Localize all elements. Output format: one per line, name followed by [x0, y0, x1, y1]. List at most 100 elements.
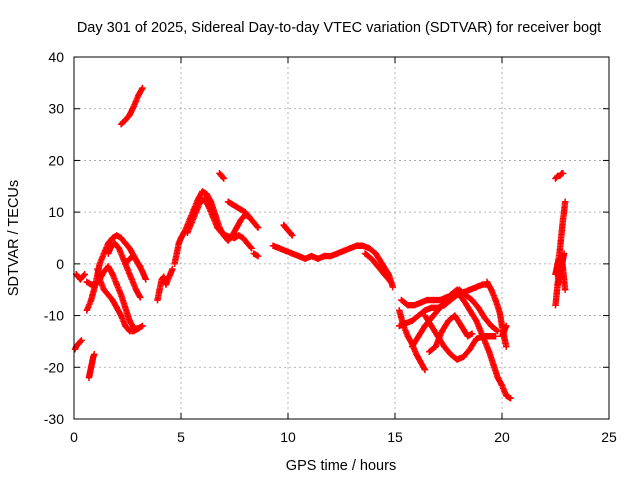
data-point — [122, 260, 129, 268]
data-point — [500, 327, 508, 335]
data-point — [473, 335, 480, 343]
data-point — [466, 286, 474, 293]
data-point — [359, 242, 367, 249]
series-arc-27 — [498, 322, 510, 340]
data-point — [451, 312, 459, 319]
data-point — [327, 252, 334, 260]
data-point — [100, 268, 108, 275]
data-point — [227, 233, 234, 241]
data-point — [346, 245, 354, 252]
series-arc-25 — [426, 312, 476, 355]
data-point — [556, 273, 563, 280]
data-point — [128, 276, 135, 283]
data-point — [96, 260, 103, 268]
data-point — [453, 289, 461, 296]
data-point — [314, 255, 322, 262]
data-point — [396, 307, 403, 314]
data-point — [109, 234, 116, 242]
data-point — [490, 361, 497, 368]
data-point — [96, 276, 103, 283]
data-point — [250, 250, 257, 257]
data-point — [115, 245, 123, 252]
data-point — [402, 320, 409, 327]
data-point — [372, 250, 379, 257]
data-point — [308, 252, 315, 260]
series-arc-09 — [122, 252, 149, 283]
data-point — [417, 299, 424, 306]
data-point — [105, 291, 112, 299]
data-point — [428, 304, 435, 312]
data-point — [171, 260, 178, 268]
grid-lines — [74, 57, 609, 419]
data-point — [413, 351, 420, 358]
data-point — [126, 317, 133, 324]
data-point — [496, 309, 504, 317]
data-point — [321, 252, 328, 260]
x-tick-label: 10 — [280, 429, 296, 445]
data-point — [340, 247, 347, 255]
data-point — [466, 307, 474, 314]
data-point — [218, 229, 225, 237]
data-point — [173, 250, 180, 257]
data-point — [361, 250, 369, 257]
data-point — [421, 366, 429, 374]
data-point — [113, 232, 120, 239]
data-point — [432, 343, 439, 350]
data-point — [421, 312, 429, 319]
y-tick-label: 20 — [48, 152, 64, 168]
series-arc-29 — [552, 198, 569, 278]
data-point — [130, 327, 138, 335]
data-point — [554, 260, 561, 268]
chart-title: Day 301 of 2025, Sidereal Day-to-day VTE… — [77, 20, 601, 36]
data-point — [122, 239, 129, 247]
data-point — [113, 304, 120, 312]
data-point — [201, 196, 208, 203]
data-point — [557, 237, 565, 244]
x-tick-label: 25 — [601, 429, 617, 445]
data-point — [233, 203, 240, 211]
data-point — [408, 317, 416, 324]
data-point — [192, 208, 200, 216]
series-arc-01 — [71, 337, 85, 353]
data-point — [554, 281, 561, 288]
data-point — [130, 252, 138, 260]
data-point — [473, 317, 480, 324]
y-tick-label: 40 — [48, 49, 64, 65]
data-point — [248, 245, 255, 252]
data-point — [561, 286, 569, 293]
data-point — [447, 351, 454, 358]
data-point — [434, 307, 441, 314]
data-point — [177, 234, 185, 242]
data-point — [558, 227, 566, 234]
data-point — [559, 255, 567, 262]
data-point — [404, 333, 412, 340]
data-point — [246, 214, 253, 221]
data-point — [366, 245, 373, 252]
data-point — [553, 265, 560, 273]
data-point — [156, 286, 163, 293]
data-point — [85, 374, 93, 381]
data-point — [83, 278, 91, 286]
data-point — [481, 314, 489, 322]
series-arc-14 — [224, 198, 262, 231]
data-point — [417, 358, 424, 366]
x-tick-label: 5 — [177, 429, 185, 445]
data-point — [87, 296, 95, 304]
y-tick-label: 0 — [56, 256, 64, 272]
data-point — [109, 271, 116, 278]
data-point — [117, 291, 125, 299]
series-arc-15 — [250, 250, 262, 260]
data-point — [460, 296, 467, 304]
data-point — [209, 214, 217, 221]
y-tick-label: -10 — [44, 308, 64, 324]
data-point — [197, 198, 204, 205]
data-point — [421, 322, 429, 330]
data-point — [378, 260, 386, 268]
data-point — [222, 232, 230, 239]
data-point — [503, 322, 510, 330]
data-point — [107, 245, 114, 252]
data-point — [126, 255, 133, 262]
series-arc-10 — [154, 265, 176, 304]
data-point — [441, 343, 448, 350]
